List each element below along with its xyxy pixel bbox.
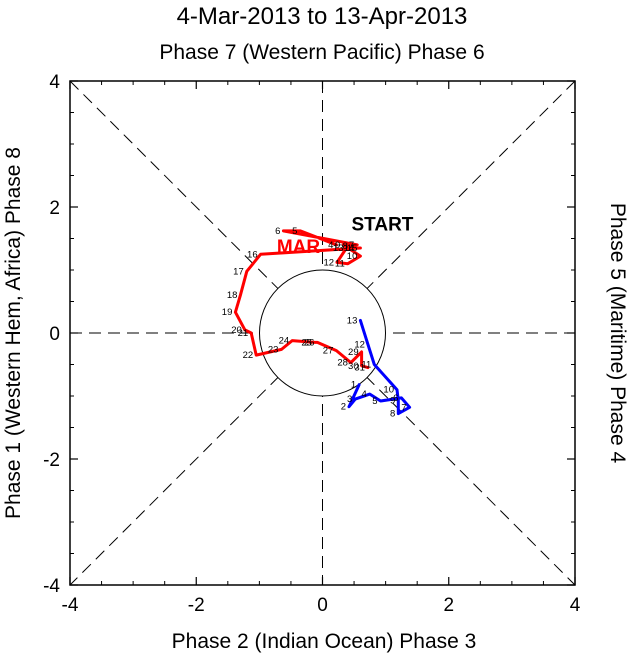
day-label: 22 xyxy=(243,350,254,361)
y-tick-label: -4 xyxy=(43,576,60,597)
y-tick-label: -2 xyxy=(43,450,60,471)
unit-circle xyxy=(259,269,386,397)
day-label: 12 xyxy=(354,339,365,350)
day-label: 4 xyxy=(328,240,333,251)
day-label: 26 xyxy=(304,337,315,348)
day-label: 3 xyxy=(347,394,352,405)
day-label: 12 xyxy=(323,257,334,268)
phase-label-right: Phase 5 (Maritime) Phase 4 xyxy=(606,203,628,464)
day-label: 4 xyxy=(362,389,367,400)
phase-label-top: Phase 7 (Western Pacific) Phase 6 xyxy=(159,41,484,64)
annotation-mar: MAR xyxy=(277,237,321,258)
y-tick-label: 4 xyxy=(49,72,60,93)
y-tick-label: 0 xyxy=(49,324,60,345)
day-label: 18 xyxy=(227,290,238,301)
x-tick-label: 4 xyxy=(570,595,581,616)
day-label: 7 xyxy=(349,240,354,251)
day-label: 15 xyxy=(347,243,358,254)
day-label: 6 xyxy=(275,226,280,237)
series-line-march xyxy=(233,229,370,370)
day-label: 6 xyxy=(393,393,398,404)
plot-area xyxy=(69,80,576,586)
chart-title: 4-Mar-2013 to 13-Apr-2013 xyxy=(177,3,468,30)
day-label: 24 xyxy=(279,336,290,347)
annotations-layer: START MAR xyxy=(277,214,414,258)
x-tick-label: 0 xyxy=(317,595,328,616)
annotation-start: START xyxy=(352,214,414,235)
phase-divider-diag-1 xyxy=(69,80,576,586)
day-label: 5 xyxy=(372,396,377,407)
day-label: 10 xyxy=(347,251,358,262)
day-label: 9 xyxy=(335,240,340,251)
day-label: 16 xyxy=(247,249,258,260)
day-label: 29 xyxy=(348,347,359,358)
day-label: 21 xyxy=(238,328,249,339)
day-label: 10 xyxy=(383,385,394,396)
day-label: 17 xyxy=(233,266,244,277)
day-label: 13 xyxy=(333,243,344,254)
day-label: 20 xyxy=(231,325,242,336)
day-label: 30 xyxy=(348,361,359,372)
day-label: 27 xyxy=(323,346,334,357)
day-label: 9 xyxy=(390,395,395,406)
y-tick-label: 2 xyxy=(49,198,60,219)
day-label: 23 xyxy=(268,344,279,355)
x-tick-label: -2 xyxy=(188,595,205,616)
day-label: 2 xyxy=(341,402,346,413)
day-label: 8 xyxy=(343,241,348,252)
x-tick-label: 2 xyxy=(443,595,454,616)
day-label: 1 xyxy=(351,380,356,391)
day-label: 7 xyxy=(401,402,406,413)
day-label: 13 xyxy=(347,315,358,326)
day-label: 28 xyxy=(337,358,348,369)
day-label: 31 xyxy=(354,363,365,374)
day-label: 25 xyxy=(301,337,312,348)
x-tick-label: -4 xyxy=(62,595,79,616)
phase-label-bottom: Phase 2 (Indian Ocean) Phase 3 xyxy=(172,630,477,653)
phase-label-left: Phase 1 (Western Hem, Africa) Phase 8 xyxy=(2,147,25,519)
day-label: 5 xyxy=(292,226,297,237)
series-layer xyxy=(233,229,412,416)
day-label: 8 xyxy=(390,409,395,420)
day-label: 14 xyxy=(344,243,355,254)
series-line-april xyxy=(347,318,412,416)
phase-divider-diag-2 xyxy=(69,80,576,586)
day-label: 19 xyxy=(222,307,233,318)
day-label: 11 xyxy=(335,259,345,270)
day-label: 11 xyxy=(361,360,371,371)
